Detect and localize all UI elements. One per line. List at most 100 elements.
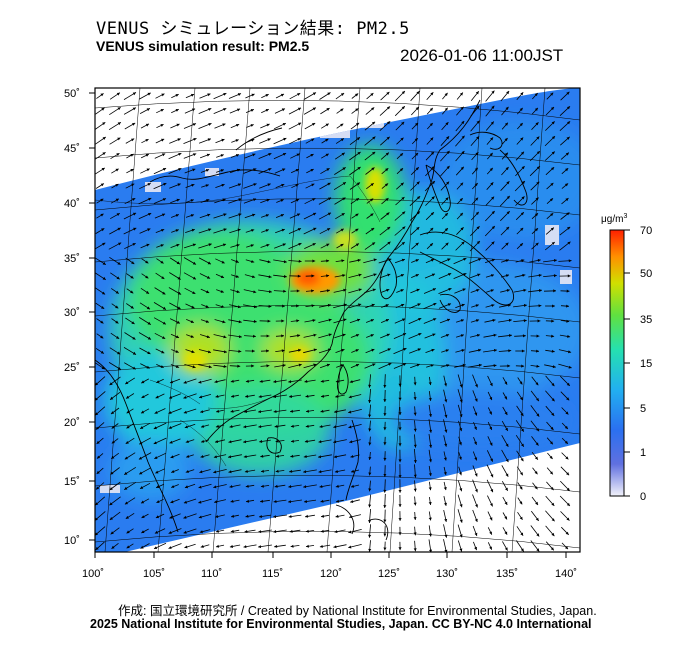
wind-vector-head	[267, 183, 271, 187]
wind-vector-head	[371, 242, 376, 246]
wind-vector-head	[401, 197, 405, 200]
wind-vector-head	[383, 505, 387, 508]
wind-vector-head	[416, 211, 420, 215]
wind-vector-head	[298, 122, 302, 126]
wind-vector-head	[156, 500, 160, 503]
wind-vector-head	[147, 228, 151, 232]
wind-vector-head	[100, 335, 104, 339]
wind-vector-head	[110, 471, 114, 475]
wind-vector-head	[433, 318, 437, 321]
wind-vector-head	[327, 212, 331, 216]
wind-vector-head	[148, 213, 152, 216]
wind-vector-head	[154, 546, 158, 549]
wind-vector-head	[117, 137, 121, 141]
wind-vector-head	[96, 486, 100, 490]
wind-vector-head	[170, 455, 174, 459]
wind-vector-head	[429, 123, 433, 127]
wind-vector-head	[536, 364, 540, 368]
wind-vector-head	[145, 123, 149, 127]
wind-vector-head	[191, 305, 195, 309]
wind-vector-head	[505, 242, 509, 246]
wind-vector-head	[493, 364, 497, 368]
wind-vector-head	[231, 394, 235, 398]
wind-vector-head	[448, 273, 452, 276]
wind-vector-head	[311, 138, 315, 142]
wind-vector-head	[551, 502, 555, 506]
wind-vector-head	[258, 425, 262, 429]
wind-vector-head	[459, 488, 463, 492]
wind-vector-head	[117, 107, 121, 111]
wind-vector-head	[386, 136, 390, 140]
wind-vector-head	[413, 488, 417, 492]
wind-vector-head	[383, 399, 387, 402]
wind-vector-head	[313, 348, 317, 352]
wind-vector-head	[297, 274, 301, 278]
wind-vector-head	[145, 290, 150, 294]
wind-vector-head	[274, 424, 278, 428]
wind-vector-head	[318, 455, 322, 459]
wind-vector-head	[550, 227, 554, 231]
wind-vector-head	[229, 485, 233, 488]
wind-vector-head	[243, 455, 247, 459]
wind-vector-head	[418, 333, 422, 336]
wind-vector-head	[250, 124, 254, 127]
wind-vector-head	[208, 228, 212, 232]
wind-vector-head	[215, 440, 219, 443]
wind-vector-head	[458, 456, 462, 460]
wind-vector-head	[444, 228, 448, 232]
wind-vector-head	[521, 196, 525, 200]
wind-vector-head	[475, 304, 479, 308]
wind-vector-head	[462, 363, 466, 367]
wind-vector-head	[443, 457, 447, 461]
wind-vector-head	[508, 349, 512, 353]
wind-vector-head	[223, 213, 227, 217]
wind-vector-head	[371, 303, 375, 307]
wind-vector-head	[176, 320, 180, 324]
wind-vector-head	[489, 546, 492, 550]
wind-vector-head	[253, 290, 257, 294]
timestamp: 2026-01-06 11:00JST	[400, 46, 564, 65]
wind-vector-head	[521, 349, 525, 353]
wind-vector-head	[305, 424, 309, 428]
wind-vector-head	[230, 499, 234, 503]
wind-vector-head	[230, 379, 234, 383]
wind-vector-head	[459, 414, 463, 418]
wind-vector-head	[429, 243, 433, 247]
wind-vector-head	[489, 396, 493, 401]
wind-vector-head	[491, 304, 495, 307]
wind-vector-head	[489, 152, 493, 157]
wind-vector-head	[199, 470, 203, 474]
wind-vector-head	[489, 517, 493, 521]
wind-vector-head	[131, 138, 135, 142]
wind-vector-head	[416, 363, 420, 367]
wind-vector-head	[130, 169, 134, 172]
wind-vector-head	[190, 199, 194, 202]
wind-vector-head	[304, 500, 307, 503]
wind-vector-head	[327, 197, 332, 201]
wind-vector-head	[326, 243, 330, 247]
title-english: VENUS simulation result: PM2.5	[96, 38, 310, 54]
wind-vector-head	[551, 121, 555, 125]
lat-tick-label: 25˚	[64, 362, 80, 374]
wind-vector-head	[474, 546, 477, 551]
wind-vector-head	[414, 138, 418, 142]
wind-vector-head	[325, 153, 329, 157]
wind-vector-head	[237, 364, 241, 368]
wind-vector-head	[535, 242, 539, 246]
wind-vector-head	[229, 544, 233, 548]
wind-vector-head	[445, 122, 449, 126]
wind-vector-head	[474, 426, 477, 430]
wind-vector-head	[100, 93, 104, 97]
longitude-axis: 100˚ 105˚ 110˚ 115˚ 120˚ 125˚ 130˚ 135˚ …	[82, 552, 577, 580]
wind-vector-head	[207, 213, 211, 217]
wind-vector-head	[266, 364, 270, 368]
wind-vector-head	[126, 395, 130, 399]
wind-vector-head	[282, 153, 287, 156]
wind-vector-head	[460, 334, 464, 338]
wind-vector-head	[237, 93, 241, 96]
wind-vector-head	[171, 470, 175, 473]
wind-vector-head	[183, 515, 187, 519]
wind-vector-head	[252, 275, 256, 279]
wind-vector-head	[220, 275, 224, 278]
wind-vector-head	[536, 413, 540, 417]
